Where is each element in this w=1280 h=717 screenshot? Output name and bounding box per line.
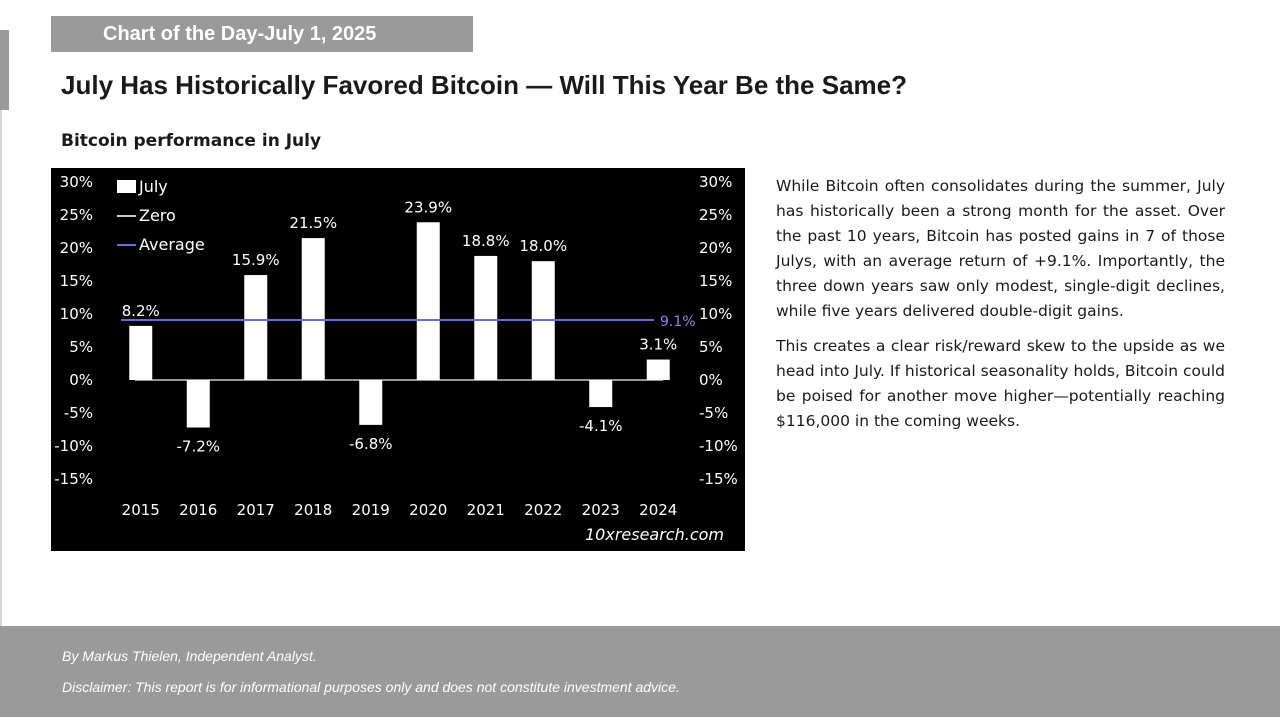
left-accent-bar	[0, 30, 9, 110]
bar-2015	[129, 325, 153, 380]
chart-panel: 30% 30% 25% 25% 20% 20% 15% 15% 10% 10% 5% 5% 0% 0% -5…	[51, 168, 745, 551]
legend-swatch-july	[117, 180, 136, 193]
y-tick-label-right: 0%	[699, 371, 723, 389]
data-label-2017: 15.9%	[232, 251, 280, 269]
left-divider	[0, 110, 2, 630]
data-label-2024: 3.1%	[639, 336, 677, 354]
x-tick-label-2016: 2016	[179, 501, 217, 519]
chart-of-the-day-tag: Chart of the Day-July 1, 2025	[51, 16, 473, 52]
data-label-2021: 18.8%	[462, 232, 510, 250]
x-tick-label-2015: 2015	[122, 501, 160, 519]
y-tick-label-left: 30%	[60, 173, 93, 191]
y-tick-label-right: 30%	[699, 173, 732, 191]
x-tick-label-2021: 2021	[467, 501, 505, 519]
commentary-paragraph-1: While Bitcoin often consolidates during …	[776, 177, 1225, 320]
x-tick-label-2023: 2023	[582, 501, 620, 519]
y-tick-label-right: 5%	[699, 338, 723, 356]
chart-subtitle: Bitcoin performance in July	[61, 131, 322, 151]
legend-label-july: July	[138, 177, 168, 196]
y-tick-label-left: -5%	[64, 404, 93, 422]
y-tick-label-right: -5%	[699, 404, 728, 422]
x-tick-label-2018: 2018	[294, 501, 332, 519]
y-tick-label-left: 5%	[69, 338, 93, 356]
y-tick-label-left: 15%	[60, 272, 93, 290]
data-label-2019: -6.8%	[349, 435, 393, 453]
bar-2019	[359, 380, 383, 425]
data-label-2015: 8.2%	[122, 302, 160, 320]
source-credit: 10xresearch.com	[585, 525, 724, 544]
x-tick-label-2020: 2020	[409, 501, 447, 519]
y-tick-label-right: 15%	[699, 272, 732, 290]
data-label-2023: -4.1%	[579, 417, 623, 435]
y-tick-label-left: -10%	[54, 437, 93, 455]
x-tick-label-2017: 2017	[237, 501, 275, 519]
y-tick-label-right: -10%	[699, 437, 738, 455]
bar-2017	[244, 275, 268, 380]
y-tick-label-left: 0%	[69, 371, 93, 389]
x-tick-label-2022: 2022	[524, 501, 562, 519]
x-tick-label-2019: 2019	[352, 501, 390, 519]
y-tick-label-right: 25%	[699, 206, 732, 224]
y-tick-label-left: 10%	[60, 305, 93, 323]
y-tick-label-right: 20%	[699, 239, 732, 257]
y-tick-label-left: 25%	[60, 206, 93, 224]
disclaimer: Disclaimer: This report is for informati…	[62, 679, 680, 695]
bar-2021	[474, 255, 498, 380]
data-label-2016: -7.2%	[176, 438, 220, 456]
author-credit: By Markus Thielen, Independent Analyst.	[62, 648, 317, 664]
x-tick-label-2024: 2024	[639, 501, 677, 519]
bar-2024	[646, 359, 670, 380]
commentary: While Bitcoin often consolidates during …	[776, 174, 1225, 444]
legend-label-average: Average	[139, 235, 205, 254]
y-tick-label-right: -15%	[699, 470, 738, 488]
y-tick-label-right: 10%	[699, 305, 732, 323]
data-label-2018: 21.5%	[289, 214, 337, 232]
july-performance-chart: 30% 30% 25% 25% 20% 20% 15% 15% 10% 10% 5% 5% 0% 0% -5…	[54, 173, 738, 544]
footer: By Markus Thielen, Independent Analyst. …	[0, 626, 1280, 717]
commentary-paragraph-2: This creates a clear risk/reward skew to…	[776, 337, 1225, 430]
legend-label-zero: Zero	[139, 206, 176, 225]
data-label-2022: 18.0%	[519, 237, 567, 255]
bar-2020	[416, 222, 440, 380]
bar-2023	[589, 380, 613, 408]
bar-2016	[186, 380, 210, 428]
y-tick-label-left: 20%	[60, 239, 93, 257]
bar-2018	[301, 238, 325, 380]
average-value-label: 9.1%	[660, 314, 696, 330]
y-tick-label-left: -15%	[54, 470, 93, 488]
page-title: July Has Historically Favored Bitcoin — …	[61, 70, 908, 100]
data-label-2020: 23.9%	[404, 198, 452, 216]
